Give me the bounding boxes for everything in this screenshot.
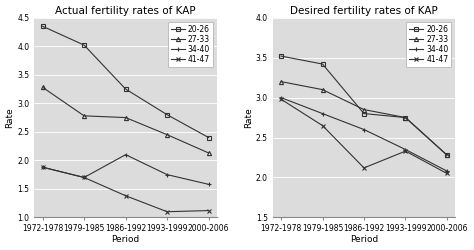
27-33 bbox=[444, 154, 450, 156]
X-axis label: Period: Period bbox=[350, 236, 378, 244]
20-26 bbox=[81, 44, 87, 46]
34-40 bbox=[361, 128, 367, 131]
20-26 bbox=[402, 116, 408, 119]
27-33 bbox=[278, 80, 284, 83]
Y-axis label: Rate: Rate bbox=[244, 107, 253, 128]
41-47 bbox=[123, 194, 128, 197]
27-33 bbox=[40, 86, 46, 89]
34-40 bbox=[164, 173, 170, 176]
34-40 bbox=[402, 148, 408, 151]
27-33 bbox=[319, 88, 325, 91]
27-33 bbox=[402, 116, 408, 119]
41-47 bbox=[402, 150, 408, 152]
41-47 bbox=[444, 172, 450, 175]
Line: 27-33: 27-33 bbox=[279, 80, 449, 157]
34-40 bbox=[319, 112, 325, 115]
27-33 bbox=[164, 133, 170, 136]
41-47 bbox=[40, 166, 46, 169]
41-47 bbox=[206, 209, 211, 212]
Line: 20-26: 20-26 bbox=[41, 24, 210, 140]
Title: Desired fertility rates of KAP: Desired fertility rates of KAP bbox=[290, 6, 438, 16]
27-33 bbox=[206, 152, 211, 154]
34-40 bbox=[278, 96, 284, 99]
34-40 bbox=[81, 176, 87, 179]
27-33 bbox=[81, 114, 87, 117]
34-40 bbox=[206, 183, 211, 186]
Line: 20-26: 20-26 bbox=[279, 54, 449, 157]
20-26 bbox=[444, 154, 450, 156]
Line: 41-47: 41-47 bbox=[41, 165, 210, 214]
20-26 bbox=[123, 88, 128, 90]
X-axis label: Period: Period bbox=[111, 236, 140, 244]
41-47 bbox=[81, 176, 87, 179]
27-33 bbox=[123, 116, 128, 119]
27-33 bbox=[361, 108, 367, 111]
20-26 bbox=[206, 136, 211, 139]
41-47 bbox=[361, 166, 367, 170]
Line: 27-33: 27-33 bbox=[41, 85, 210, 155]
Line: 41-47: 41-47 bbox=[279, 97, 449, 176]
41-47 bbox=[319, 124, 325, 127]
Legend: 20-26, 27-33, 34-40, 41-47: 20-26, 27-33, 34-40, 41-47 bbox=[168, 22, 213, 67]
Line: 34-40: 34-40 bbox=[279, 96, 449, 173]
20-26 bbox=[319, 62, 325, 66]
20-26 bbox=[278, 54, 284, 58]
34-40 bbox=[123, 153, 128, 156]
Legend: 20-26, 27-33, 34-40, 41-47: 20-26, 27-33, 34-40, 41-47 bbox=[406, 22, 451, 67]
20-26 bbox=[40, 25, 46, 28]
20-26 bbox=[164, 113, 170, 116]
20-26 bbox=[361, 112, 367, 115]
34-40 bbox=[444, 170, 450, 172]
34-40 bbox=[40, 166, 46, 169]
Line: 34-40: 34-40 bbox=[41, 152, 210, 186]
Y-axis label: Rate: Rate bbox=[6, 107, 15, 128]
41-47 bbox=[278, 98, 284, 101]
41-47 bbox=[164, 210, 170, 213]
Title: Actual fertility rates of KAP: Actual fertility rates of KAP bbox=[55, 6, 196, 16]
